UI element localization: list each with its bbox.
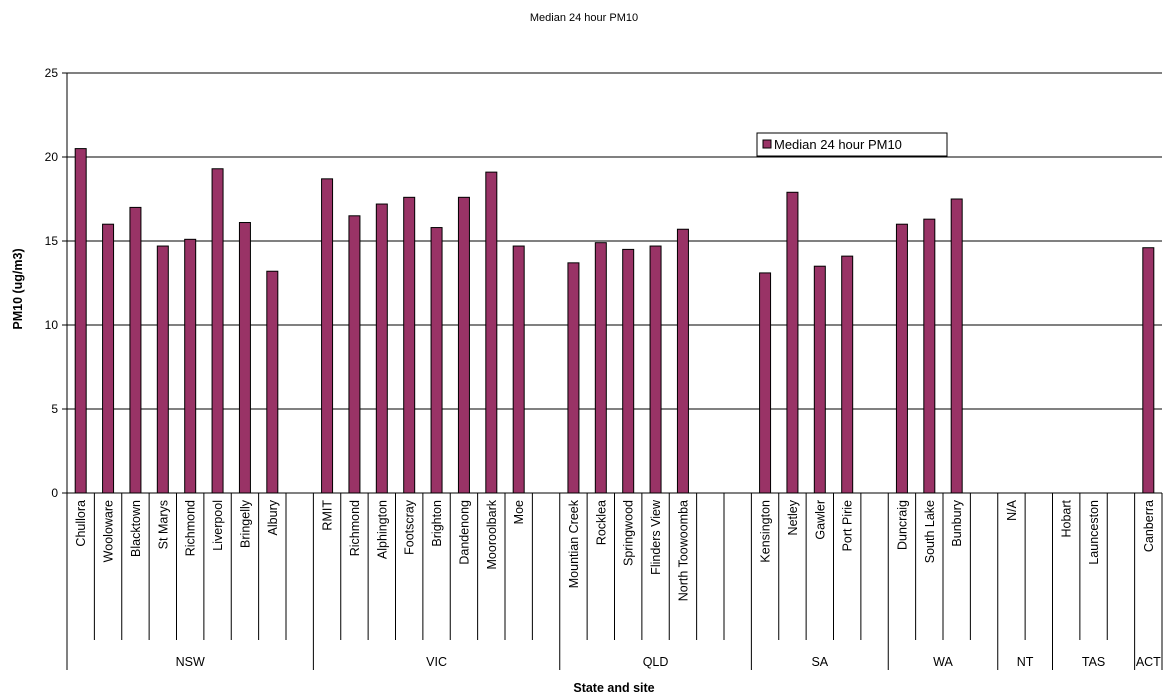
bar bbox=[102, 223, 115, 494]
group-label: QLD bbox=[643, 655, 669, 669]
bar bbox=[184, 238, 197, 494]
bar bbox=[813, 265, 826, 494]
bar bbox=[649, 245, 662, 494]
bar bbox=[430, 227, 443, 494]
category-label: Richmond bbox=[348, 500, 362, 556]
bar bbox=[512, 245, 525, 494]
y-tick-label: 25 bbox=[45, 66, 59, 80]
category-label: Brighton bbox=[430, 500, 444, 547]
bar bbox=[594, 242, 607, 494]
category-label: Rocklea bbox=[594, 500, 608, 545]
bar bbox=[676, 228, 689, 494]
axes bbox=[62, 72, 1163, 670]
bar bbox=[321, 178, 334, 494]
category-label: Footscray bbox=[403, 499, 417, 555]
y-tick-labels: 0 5 10 15 20 25 bbox=[45, 66, 59, 500]
category-label: Chullora bbox=[74, 500, 88, 547]
bar bbox=[786, 191, 799, 494]
group-label: SA bbox=[811, 655, 828, 669]
category-label: Duncraig bbox=[895, 500, 909, 550]
category-label: Netley bbox=[786, 499, 800, 535]
bar bbox=[403, 196, 416, 494]
bar bbox=[1142, 247, 1155, 494]
bar bbox=[74, 148, 87, 494]
category-label: North Toowoomba bbox=[676, 500, 690, 601]
bar bbox=[759, 272, 772, 494]
y-tick-label: 20 bbox=[45, 150, 59, 164]
category-label: Launceston bbox=[1087, 500, 1101, 565]
group-label: NSW bbox=[176, 655, 205, 669]
x-axis-label: State and site bbox=[573, 681, 654, 695]
bar bbox=[266, 270, 279, 494]
category-label: Mountian Creek bbox=[567, 499, 581, 588]
category-label: Dandenong bbox=[457, 500, 471, 565]
bar bbox=[841, 255, 854, 494]
bar bbox=[895, 223, 908, 494]
legend: Median 24 hour PM10 bbox=[756, 132, 948, 157]
category-label: RMIT bbox=[321, 500, 335, 531]
group-label: VIC bbox=[426, 655, 447, 669]
chart-title: Median 24 hour PM10 bbox=[530, 12, 638, 24]
legend-label: Median 24 hour PM10 bbox=[774, 137, 902, 152]
bar bbox=[156, 245, 169, 494]
y-tick-label: 0 bbox=[51, 486, 58, 500]
bar bbox=[622, 248, 635, 494]
group-label: ACT bbox=[1136, 655, 1161, 669]
bar bbox=[375, 203, 388, 494]
category-label: Liverpool bbox=[211, 500, 225, 551]
category-label: St Marys bbox=[156, 500, 170, 549]
bar bbox=[129, 206, 142, 494]
y-tick-label: 15 bbox=[45, 234, 59, 248]
group-labels: NSW VIC QLD SA WA NT TAS ACT bbox=[176, 655, 1162, 669]
category-label: Hobart bbox=[1060, 499, 1074, 537]
bar bbox=[923, 218, 936, 494]
category-labels: Chullora Wooloware Blacktown St Marys Richmo… bbox=[74, 499, 1156, 601]
group-label: NT bbox=[1017, 655, 1034, 669]
category-label: Gawler bbox=[813, 500, 827, 540]
category-label: Springwood bbox=[622, 500, 636, 566]
bar bbox=[950, 198, 963, 494]
category-label: Canberra bbox=[1142, 500, 1156, 552]
category-label: Port Pirie bbox=[841, 500, 855, 551]
legend-box bbox=[756, 132, 948, 157]
y-axis-label: PM10 (ug/m3) bbox=[11, 248, 25, 329]
category-label: Mooroolbark bbox=[485, 499, 499, 569]
category-label: Alphington bbox=[375, 500, 389, 559]
category-label: Flinders View bbox=[649, 499, 663, 575]
y-tick-label: 5 bbox=[51, 402, 58, 416]
bar bbox=[348, 215, 361, 494]
bar bbox=[457, 196, 470, 494]
category-label: Moe bbox=[512, 500, 526, 524]
legend-swatch bbox=[762, 139, 772, 149]
group-label: WA bbox=[933, 655, 953, 669]
gridlines bbox=[67, 72, 1162, 410]
bar bbox=[567, 262, 580, 494]
bars bbox=[74, 148, 1155, 494]
category-label: Bunbury bbox=[950, 499, 964, 546]
category-label: Wooloware bbox=[102, 500, 116, 562]
bar bbox=[211, 168, 224, 494]
bar bbox=[238, 222, 251, 494]
category-label: Richmond bbox=[184, 500, 198, 556]
category-label: Kensington bbox=[759, 500, 773, 563]
bar bbox=[485, 171, 498, 494]
category-label: Bringelly bbox=[238, 499, 252, 548]
category-label: Albury bbox=[266, 499, 280, 535]
category-label: N/A bbox=[1005, 499, 1019, 521]
y-tick-label: 10 bbox=[45, 318, 59, 332]
category-label: Blacktown bbox=[129, 500, 143, 557]
category-label: South Lake bbox=[923, 500, 937, 563]
group-label: TAS bbox=[1082, 655, 1105, 669]
